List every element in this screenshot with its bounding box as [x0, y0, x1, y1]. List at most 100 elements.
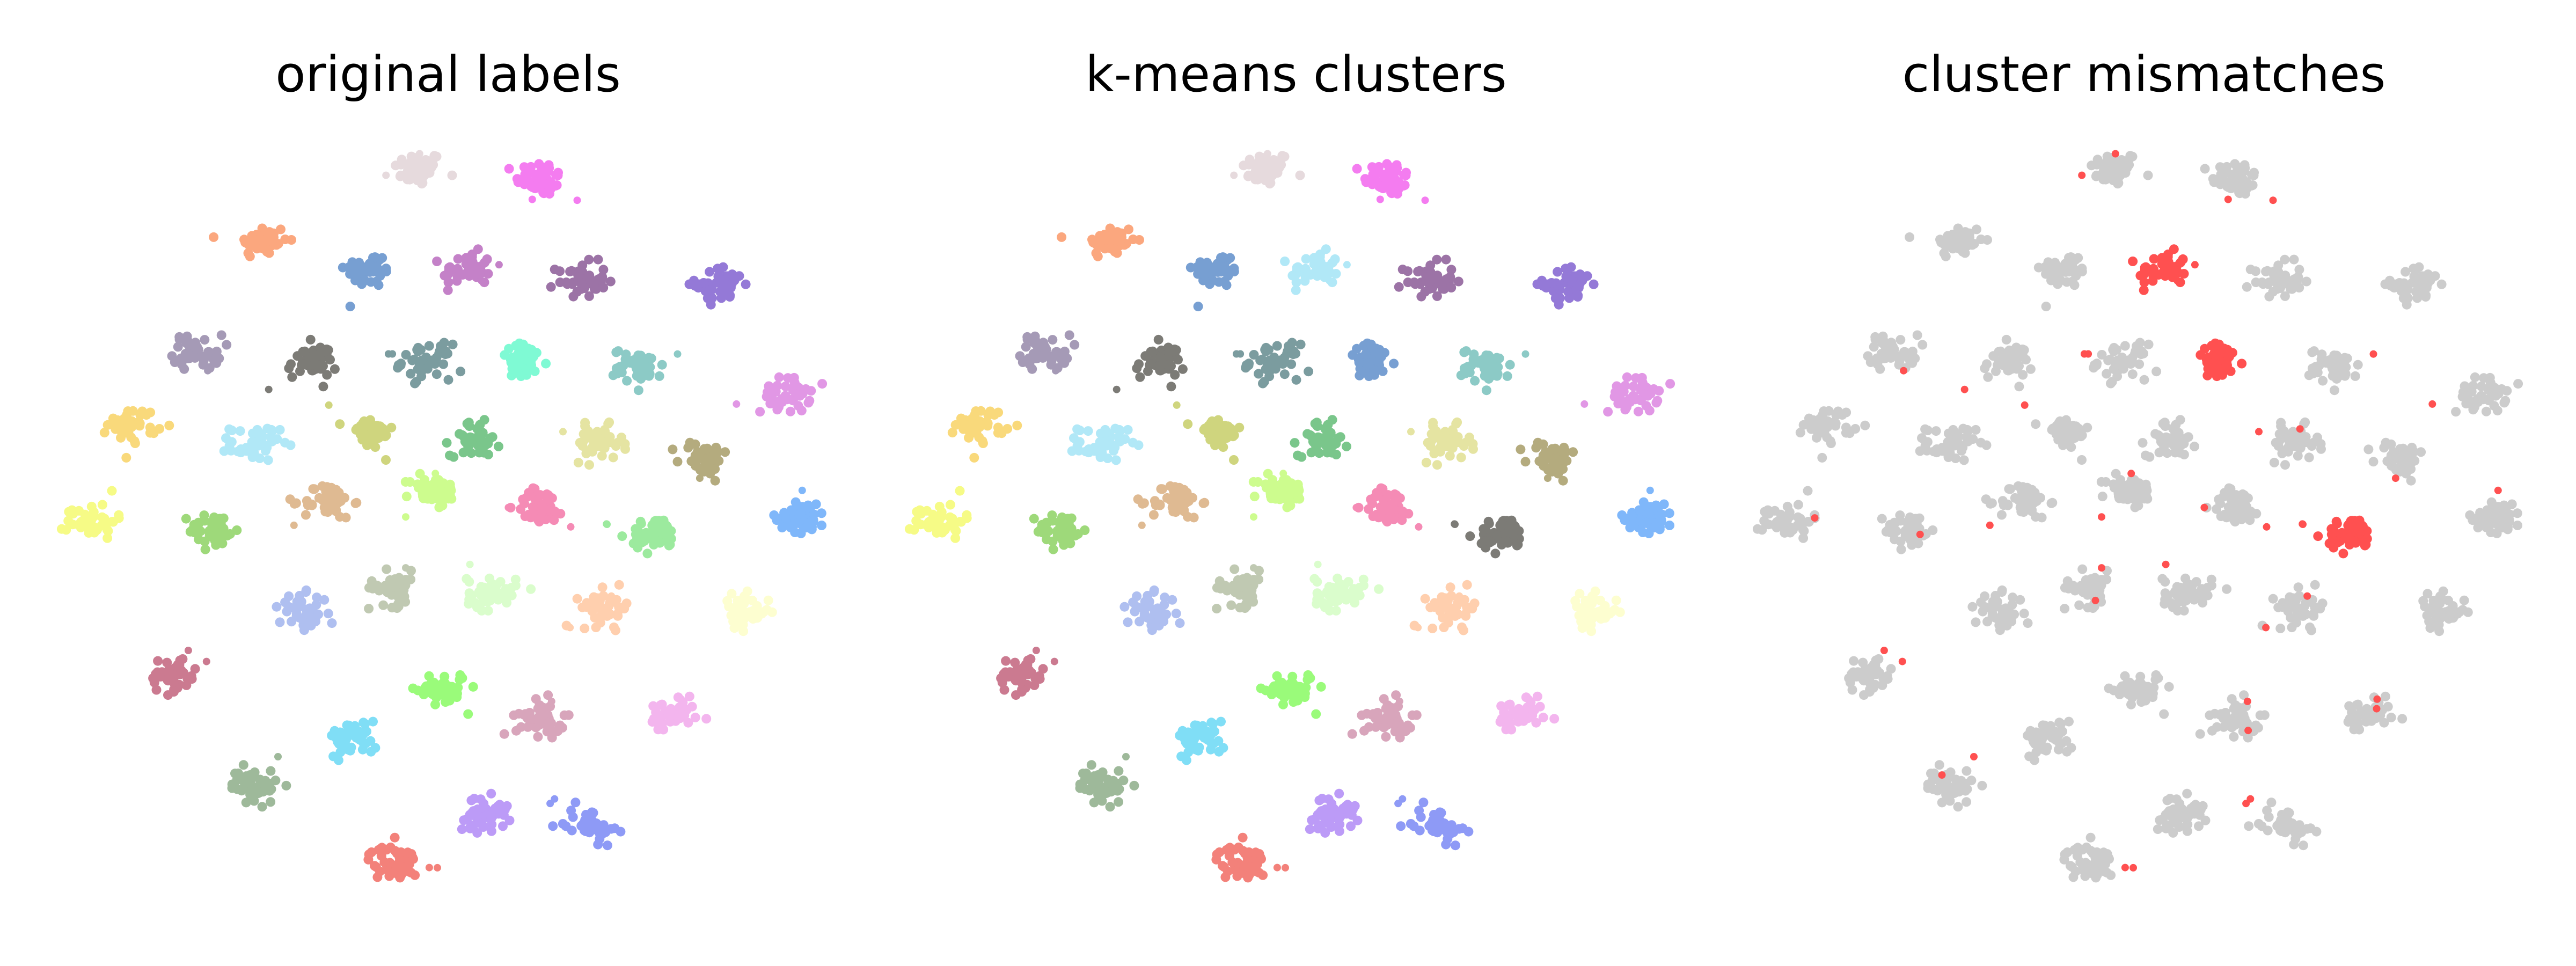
- scatter-point: [2230, 517, 2240, 527]
- scatter-point: [1264, 371, 1275, 382]
- scatter-point: [426, 487, 436, 497]
- scatter-point: [699, 278, 709, 288]
- scatter-point: [475, 420, 485, 430]
- scatter-point: [602, 840, 612, 851]
- cluster: [1877, 510, 1938, 554]
- scatter-point: [385, 843, 396, 852]
- scatter-point: [2001, 334, 2011, 345]
- scatter-point: [2268, 287, 2278, 297]
- scatter-point: [809, 509, 819, 519]
- scatter-point: [1011, 690, 1021, 700]
- scatter-point: [1132, 591, 1142, 601]
- scatter-point: [2436, 279, 2447, 289]
- scatter-point: [963, 514, 971, 522]
- scatter-point: [469, 820, 479, 830]
- scatter-point: [1050, 657, 1058, 665]
- scatter-point: [1233, 581, 1243, 591]
- scatter-point: [2046, 260, 2056, 270]
- scatter-point: [1282, 863, 1289, 872]
- scatter-point: [1287, 338, 1297, 348]
- scatter-point: [1212, 604, 1222, 614]
- scatter-point: [1230, 564, 1240, 574]
- scatter-point: [440, 270, 450, 281]
- scatter-point: [544, 160, 554, 170]
- scatter-point: [405, 174, 415, 185]
- scatter-point: [1287, 270, 1298, 281]
- scatter-point: [544, 189, 554, 199]
- scatter-point: [2129, 492, 2139, 502]
- scatter-point: [904, 524, 914, 534]
- cluster: [1256, 670, 1326, 719]
- scatter-point: [439, 338, 449, 348]
- cluster: [2200, 483, 2271, 531]
- cluster: [364, 564, 416, 614]
- scatter-point: [668, 444, 678, 455]
- cluster: [325, 401, 397, 465]
- scatter-point: [763, 595, 773, 605]
- scatter-point: [1349, 588, 1359, 598]
- scatter-point: [2112, 355, 2123, 365]
- scatter-point: [209, 356, 219, 365]
- scatter-point: [1037, 352, 1048, 362]
- scatter-point: [2479, 373, 2489, 383]
- scatter-point: [424, 341, 434, 351]
- scatter-point: [2486, 379, 2496, 390]
- scatter-point: [1161, 609, 1172, 619]
- scatter-point: [1444, 438, 1454, 448]
- scatter-point: [499, 729, 509, 739]
- scatter-point: [408, 854, 418, 864]
- scatter-point: [1948, 244, 1958, 254]
- scatter-point: [2224, 195, 2232, 203]
- scatter-point: [1609, 392, 1620, 402]
- scatter-point: [393, 861, 403, 872]
- scatter-point: [1105, 223, 1115, 233]
- scatter-point: [2127, 369, 2138, 379]
- scatter-point: [603, 521, 611, 528]
- scatter-point: [1070, 340, 1080, 350]
- scatter-point: [207, 519, 217, 529]
- scatter-point: [1438, 597, 1448, 608]
- scatter-point: [1290, 438, 1300, 448]
- scatter-point: [401, 492, 412, 502]
- scatter-point: [1922, 437, 1933, 447]
- scatter-point: [587, 606, 597, 616]
- scatter-point: [580, 624, 590, 633]
- scatter-point: [402, 847, 413, 858]
- scatter-point: [1641, 401, 1651, 411]
- scatter-point: [1914, 513, 1924, 523]
- scatter-point: [1233, 843, 1243, 852]
- scatter-point: [287, 235, 296, 245]
- scatter-point: [665, 716, 675, 727]
- scatter-point: [313, 609, 324, 619]
- scatter-point: [1463, 826, 1474, 837]
- scatter-point: [1184, 496, 1194, 506]
- scatter-point: [2111, 170, 2121, 180]
- scatter-point: [1261, 482, 1271, 493]
- scatter-point: [1381, 704, 1391, 714]
- scatter-point: [1566, 262, 1576, 272]
- scatter-point: [701, 714, 712, 724]
- scatter-point: [2280, 270, 2290, 281]
- scatter-point: [729, 274, 740, 284]
- panel-title: k-means clusters: [1085, 46, 1506, 103]
- cluster: [1305, 788, 1363, 838]
- scatter-point: [480, 586, 490, 596]
- scatter-point: [419, 690, 429, 699]
- scatter-point: [1114, 766, 1124, 776]
- scatter-point: [532, 181, 542, 191]
- scatter-point: [620, 439, 630, 449]
- scatter-point: [1428, 418, 1438, 428]
- scatter-point: [445, 479, 455, 489]
- scatter-point: [584, 460, 594, 470]
- scatter-point: [731, 603, 742, 613]
- scatter-point: [203, 347, 213, 357]
- scatter-point: [1122, 753, 1130, 760]
- scatter-point: [536, 715, 546, 725]
- scatter-point: [523, 169, 533, 179]
- scatter-point: [677, 705, 685, 713]
- scatter-point: [1123, 425, 1133, 435]
- scatter-point: [1763, 519, 1774, 530]
- scatter-point: [226, 445, 236, 456]
- scatter-point: [1414, 624, 1422, 632]
- scatter-point: [1280, 257, 1290, 266]
